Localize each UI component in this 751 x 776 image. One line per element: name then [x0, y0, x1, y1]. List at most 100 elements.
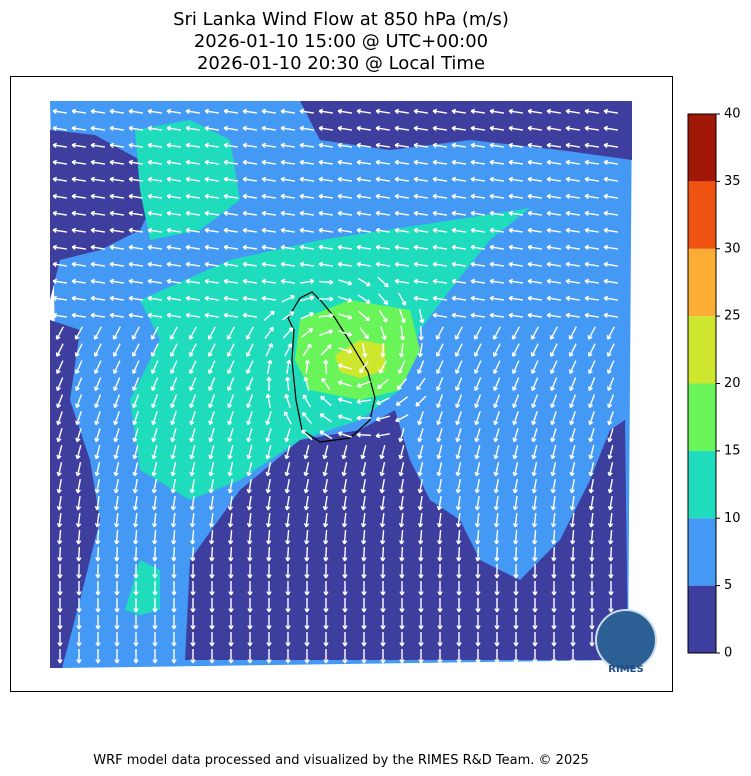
wind-arrow — [204, 210, 220, 217]
wind-arrow — [190, 529, 196, 545]
wind-arrow — [342, 632, 348, 647]
wind-arrow — [185, 210, 201, 217]
wind-arrow — [399, 563, 405, 579]
wind-arrow — [361, 649, 367, 664]
wind-arrow — [284, 343, 293, 357]
wind-arrow — [185, 261, 201, 268]
wind-arrow — [527, 278, 543, 285]
wind-arrow — [247, 649, 253, 664]
wind-arrow — [284, 495, 291, 511]
wind-arrow — [413, 261, 429, 268]
wind-arrow — [456, 615, 462, 630]
wind-arrow — [417, 360, 425, 375]
wind-arrow — [437, 598, 443, 613]
map-frame — [10, 76, 673, 692]
wind-arrow — [527, 227, 543, 234]
wind-arrow — [475, 632, 481, 647]
wind-arrow — [455, 377, 463, 392]
wind-arrow — [475, 563, 481, 579]
wind-arrow — [90, 227, 106, 234]
wind-arrow — [531, 462, 538, 477]
logo-text: RIMES — [608, 664, 643, 675]
wind-arrow — [527, 142, 543, 149]
wind-arrow — [90, 125, 106, 132]
wind-arrow — [456, 632, 462, 647]
wind-arrow — [512, 428, 519, 443]
wind-arrow — [570, 598, 576, 613]
wind-arrow — [436, 394, 444, 409]
wind-arrow — [493, 377, 501, 392]
wind-arrow — [285, 615, 291, 630]
wind-arrow — [489, 278, 505, 285]
wind-arrow — [432, 227, 448, 234]
wind-arrow — [341, 445, 348, 460]
wind-arrow — [133, 632, 139, 647]
wind-arrow — [608, 546, 614, 562]
wind-arrow — [75, 394, 83, 409]
wind-arrow — [489, 125, 505, 132]
wind-arrow — [508, 159, 524, 166]
wind-arrow — [242, 227, 258, 234]
wind-arrow — [152, 529, 158, 545]
wind-arrow — [398, 512, 405, 528]
wind-arrow — [474, 394, 482, 409]
wind-arrow — [128, 312, 144, 319]
wind-arrow — [398, 445, 405, 460]
wind-arrow — [546, 210, 562, 217]
wind-arrow — [318, 159, 334, 166]
wind-arrow — [568, 343, 577, 357]
wind-arrow — [71, 159, 87, 166]
wind-arrow — [342, 546, 348, 562]
wind-arrow — [470, 261, 486, 268]
wind-arrow — [319, 430, 333, 440]
title-line: 2026-01-10 20:30 @ Local Time — [197, 53, 485, 74]
wind-arrow — [128, 227, 144, 234]
wind-arrow — [494, 529, 500, 545]
wind-arrow — [527, 244, 543, 251]
wind-arrow — [185, 295, 201, 302]
wind-arrow — [394, 210, 410, 217]
wind-arrow — [52, 159, 68, 166]
wind-arrow — [280, 244, 296, 251]
wind-arrow — [166, 244, 182, 251]
wind-arrow — [493, 512, 500, 528]
wind-arrow — [456, 598, 462, 613]
wind-arrow — [280, 227, 296, 234]
wind-arrow — [492, 360, 501, 374]
wind-arrow — [132, 428, 139, 443]
wind-arrow — [95, 632, 101, 647]
wind-arrow — [71, 125, 87, 132]
wind-arrow — [527, 295, 543, 302]
wind-arrow — [432, 278, 448, 285]
wind-arrow — [76, 529, 82, 545]
wind-arrow — [166, 108, 182, 115]
wind-arrow — [75, 462, 82, 477]
wind-arrow — [494, 546, 500, 562]
wind-arrow — [570, 529, 576, 545]
wind-arrow — [228, 615, 234, 630]
wind-arrow — [228, 649, 234, 664]
wind-arrow — [128, 159, 144, 166]
wind-arrow — [532, 563, 538, 579]
wind-arrow — [284, 393, 291, 408]
wind-arrow — [413, 176, 429, 183]
wind-arrow — [188, 326, 197, 340]
wind-arrow — [94, 411, 101, 426]
wind-arrow — [436, 445, 443, 460]
wind-arrow — [323, 563, 329, 579]
wind-arrow — [569, 462, 576, 477]
wind-arrow — [531, 445, 538, 460]
wind-arrow — [303, 445, 310, 460]
wind-arrow — [204, 244, 220, 251]
wind-arrow — [546, 176, 562, 183]
wind-arrow — [285, 649, 291, 664]
wind-arrow — [128, 278, 144, 285]
wind-arrow — [299, 261, 315, 268]
wind-arrow — [280, 176, 296, 183]
wind-arrow — [494, 615, 500, 630]
wind-arrow — [418, 615, 424, 630]
wind-arrow — [549, 343, 558, 357]
wind-arrow — [299, 210, 315, 217]
wind-arrow — [396, 378, 408, 391]
colorbar: 0 5 10 15 20 25 30 35 40 — [687, 107, 741, 661]
